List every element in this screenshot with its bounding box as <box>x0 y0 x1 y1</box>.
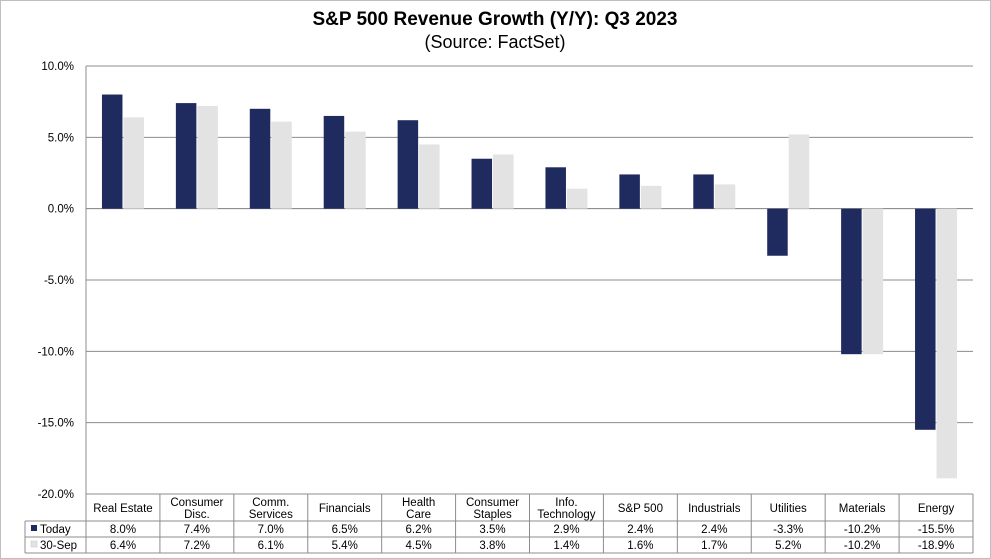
x-tick-label: Care <box>406 509 431 521</box>
x-tick-label: Services <box>249 509 293 521</box>
data-label: 5.2% <box>775 540 801 552</box>
bar-30-sep <box>419 144 440 209</box>
bar-today <box>841 208 862 355</box>
chart-title: S&P 500 Revenue Growth (Y/Y): Q3 2023 <box>312 9 677 30</box>
legend-swatch-30-sep <box>30 540 38 548</box>
x-tick-label: Materials <box>839 503 886 515</box>
bar-today <box>249 108 271 209</box>
data-label: -18.9% <box>918 540 954 552</box>
bars <box>101 94 958 479</box>
bar-30-sep <box>862 208 884 355</box>
x-tick-label: Health <box>402 497 435 509</box>
y-tick-label: 5.0% <box>48 132 74 144</box>
y-tick-label: -20.0% <box>38 489 74 501</box>
bar-today <box>471 158 493 209</box>
bar-today <box>175 103 197 209</box>
bar-30-sep <box>788 134 810 209</box>
x-tick-label: Disc. <box>184 509 210 521</box>
data-label: -10.2% <box>844 540 880 552</box>
data-label: 6.5% <box>332 524 358 536</box>
bar-today <box>545 167 566 209</box>
data-label: 4.5% <box>406 540 432 552</box>
bar-today <box>915 208 936 430</box>
data-label: 2.9% <box>553 524 579 536</box>
x-tick-label: Consumer <box>170 497 223 509</box>
bar-30-sep <box>271 121 292 209</box>
data-label: 7.2% <box>184 540 210 552</box>
bar-today <box>323 115 345 209</box>
y-tick-label: 0.0% <box>48 204 74 216</box>
bar-today <box>693 174 714 209</box>
data-label: 6.1% <box>258 540 284 552</box>
data-label: 7.0% <box>258 524 284 536</box>
bar-30-sep <box>640 185 662 209</box>
data-label: 1.7% <box>701 540 727 552</box>
bar-30-sep <box>123 117 144 209</box>
data-label: 6.2% <box>406 524 432 536</box>
data-label: 7.4% <box>184 524 210 536</box>
bar-30-sep <box>566 188 588 209</box>
data-label: -15.5% <box>918 524 954 536</box>
legend-label-today: Today <box>40 524 71 536</box>
bar-30-sep <box>345 131 366 209</box>
data-label: 1.4% <box>553 540 579 552</box>
x-tick-label: Financials <box>319 503 371 515</box>
data-label: 6.4% <box>110 540 136 552</box>
legend-label-30-sep: 30-Sep <box>40 540 77 552</box>
bar-30-sep <box>197 105 218 209</box>
bar-today <box>101 94 123 209</box>
y-tick-label: -5.0% <box>44 275 74 287</box>
x-tick-label: Info. <box>555 497 577 509</box>
x-tick-label: Technology <box>537 509 595 521</box>
x-tick-label: Consumer <box>466 497 519 509</box>
legend-swatch-today <box>31 525 37 531</box>
x-tick-label: Energy <box>918 503 955 515</box>
x-tick-label: Comm. <box>252 497 289 509</box>
data-label: 2.4% <box>701 524 727 536</box>
data-label: 8.0% <box>110 524 136 536</box>
data-label: 3.8% <box>479 540 505 552</box>
y-tick-label: -10.0% <box>38 346 74 358</box>
x-tick-label: Staples <box>473 509 512 521</box>
y-axis-ticks: 10.0% 5.0% 0.0% -5.0% -10.0% -15.0% -20.0% <box>38 61 74 501</box>
bar-today <box>619 174 640 209</box>
x-tick-label: Real Estate <box>93 503 152 515</box>
data-label: 2.4% <box>627 524 653 536</box>
bar-30-sep <box>936 208 958 479</box>
y-tick-label: 10.0% <box>41 61 74 73</box>
data-label: 3.5% <box>479 524 505 536</box>
bar-today <box>397 120 419 209</box>
data-label: 1.6% <box>627 540 653 552</box>
gridlines <box>85 65 973 495</box>
bar-today <box>767 208 788 256</box>
y-tick-label: -15.0% <box>38 418 74 430</box>
data-label: -3.3% <box>773 524 803 536</box>
bar-30-sep <box>714 184 736 209</box>
data-label: -10.2% <box>844 524 880 536</box>
data-label: 5.4% <box>332 540 358 552</box>
bar-30-sep <box>493 154 514 209</box>
x-tick-label: Utilities <box>770 503 807 515</box>
x-tick-label: S&P 500 <box>618 503 663 515</box>
x-tick-label: Industrials <box>688 503 741 515</box>
chart-subtitle: (Source: FactSet) <box>424 32 565 52</box>
